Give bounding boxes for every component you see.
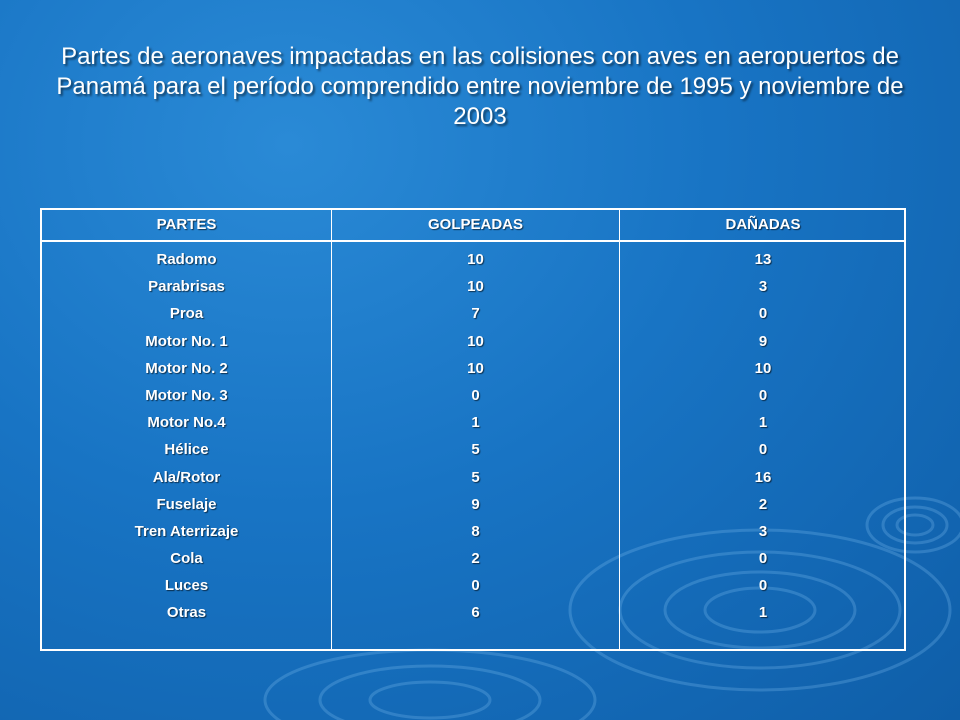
table-cell-parte: Motor No. 1 <box>145 332 228 350</box>
column-divider <box>619 210 620 649</box>
table-cell-danadas: 0 <box>758 305 768 323</box>
table-cell-danadas: 3 <box>758 522 768 540</box>
table-cell-parte: Hélice <box>164 441 209 459</box>
table-cell-parte: Otras <box>166 604 207 622</box>
table-cell-parte: Proa <box>169 305 204 323</box>
parts-table: PARTES GOLPEADAS DAÑADAS Radomo Parabrisa… <box>40 208 906 651</box>
table-cell-parte: Fuselaje <box>156 495 217 513</box>
table-cell-golpeadas: 10 <box>467 332 484 350</box>
golpeadas-column: 10 10 7 10 10 0 1 5 5 9 8 2 0 6 <box>332 246 619 627</box>
partes-column: Radomo Parabrisas Proa Motor No. 1 Motor No.… <box>42 246 331 627</box>
table-cell-golpeadas: 1 <box>471 414 480 432</box>
table-cell-golpeadas: 9 <box>471 495 480 513</box>
header-golpeadas: GOLPEADAS <box>427 216 523 233</box>
danadas-column: 13 3 0 9 10 0 1 0 16 2 3 0 0 1 <box>620 246 906 627</box>
table-cell-parte: Motor No. 3 <box>145 386 228 404</box>
table-cell-danadas: 0 <box>758 386 768 404</box>
table-cell-golpeadas: 8 <box>471 522 480 540</box>
table-cell-danadas: 16 <box>754 468 772 486</box>
table-cell-golpeadas: 5 <box>471 441 480 459</box>
slide-title: Partes de aeronaves impactadas en las co… <box>56 43 904 130</box>
table-cell-golpeadas: 10 <box>467 278 484 296</box>
table-cell-danadas: 3 <box>758 278 768 296</box>
table-cell-danadas: 0 <box>758 577 768 595</box>
table-cell-golpeadas: 0 <box>471 577 480 595</box>
table-cell-danadas: 9 <box>758 332 768 350</box>
table-cell-golpeadas: 6 <box>471 604 480 622</box>
table-cell-parte: Motor No.4 <box>147 414 226 432</box>
table-cell-parte: Tren Aterrizaje <box>134 522 239 540</box>
table-cell-danadas: 1 <box>758 414 768 432</box>
table-header-row: PARTES GOLPEADAS DAÑADAS <box>42 210 904 242</box>
table-cell-golpeadas: 10 <box>467 359 484 377</box>
column-divider <box>331 210 332 649</box>
table-cell-golpeadas: 0 <box>471 386 480 404</box>
table-cell-danadas: 0 <box>758 441 768 459</box>
table-cell-parte: Ala/Rotor <box>152 468 221 486</box>
table-cell-golpeadas: 2 <box>471 550 480 568</box>
header-danadas: DAÑADAS <box>725 216 801 233</box>
table-cell-danadas: 1 <box>758 604 768 622</box>
header-partes: PARTES <box>156 216 217 233</box>
table-cell-parte: Parabrisas <box>148 278 225 296</box>
table-cell-parte: Motor No. 2 <box>145 359 228 377</box>
table-cell-danadas: 2 <box>758 495 768 513</box>
table-cell-golpeadas: 7 <box>471 305 480 323</box>
table-cell-danadas: 13 <box>754 251 772 268</box>
table-cell-danadas: 0 <box>758 550 768 568</box>
table-cell-danadas: 10 <box>754 359 772 377</box>
table-cell-parte: Luces <box>164 577 209 595</box>
table-cell-golpeadas: 5 <box>471 468 480 486</box>
table-cell-golpeadas: 10 <box>467 251 484 268</box>
table-cell-parte: Radomo <box>156 251 217 268</box>
table-cell-parte: Cola <box>170 550 203 568</box>
